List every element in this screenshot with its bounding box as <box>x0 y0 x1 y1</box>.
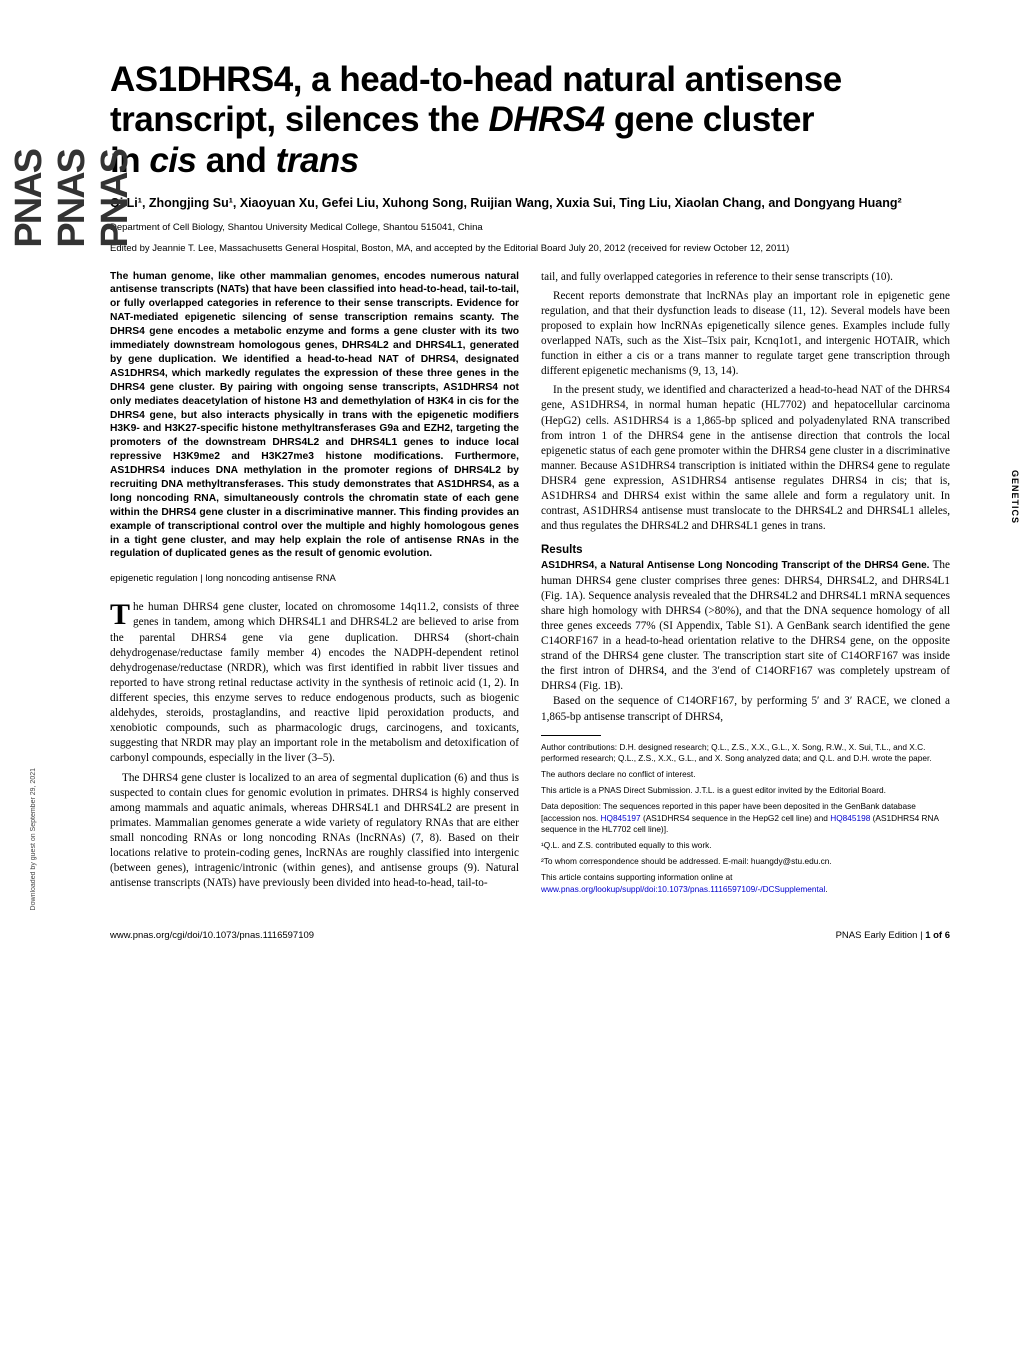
footer-page-number: PNAS Early Edition | 1 of 6 <box>836 930 950 941</box>
footnote-editor: This article is a PNAS Direct Submission… <box>541 785 950 796</box>
footnote-author-contrib: Author contributions: D.H. designed rese… <box>541 742 950 764</box>
article-title: AS1DHRS4, a head-to-head natural antisen… <box>110 60 950 181</box>
footnote-divider <box>541 735 601 736</box>
pnas-logo-sidebar: PNAS PNAS PNAS <box>8 120 137 248</box>
keywords: epigenetic regulation | long noncoding a… <box>110 573 519 584</box>
footnote-correspondence: ²To whom correspondence should be addres… <box>541 856 950 867</box>
affiliation: Department of Cell Biology, Shantou Univ… <box>110 222 950 233</box>
left-column: The human genome, like other mammalian g… <box>110 270 519 900</box>
editor-note: Edited by Jeannie T. Lee, Massachusetts … <box>110 243 950 255</box>
download-footnote: Downloaded by guest on September 29, 202… <box>30 768 37 910</box>
footnote-data-deposition: Data deposition: The sequences reported … <box>541 801 950 835</box>
footnote-conflict: The authors declare no conflict of inter… <box>541 769 950 780</box>
body-paragraph: The DHRS4 gene cluster is localized to a… <box>110 771 519 892</box>
si-link[interactable]: www.pnas.org/lookup/suppl/doi:10.1073/pn… <box>541 884 825 894</box>
author-list: Qi Li¹, Zhongjing Su¹, Xiaoyuan Xu, Gefe… <box>110 195 950 213</box>
page-footer: www.pnas.org/cgi/doi/10.1073/pnas.111659… <box>110 924 950 941</box>
abstract: The human genome, like other mammalian g… <box>110 270 519 562</box>
body-paragraph: The human DHRS4 gene cluster, located on… <box>110 600 519 766</box>
body-paragraph: Based on the sequence of C14ORF167, by p… <box>541 694 950 724</box>
footnote-equal-contrib: ¹Q.L. and Z.S. contributed equally to th… <box>541 840 950 851</box>
section-heading-results: Results <box>541 544 950 556</box>
body-paragraph: In the present study, we identified and … <box>541 383 950 534</box>
accession-link[interactable]: HQ845197 <box>601 813 641 823</box>
body-paragraph: AS1DHRS4, a Natural Antisense Long Nonco… <box>541 558 950 694</box>
right-column: tail, and fully overlapped categories in… <box>541 270 950 900</box>
accession-link[interactable]: HQ845198 <box>830 813 870 823</box>
footnote-supporting-info: This article contains supporting informa… <box>541 872 950 894</box>
footer-doi: www.pnas.org/cgi/doi/10.1073/pnas.111659… <box>110 930 314 941</box>
body-paragraph: tail, and fully overlapped categories in… <box>541 270 950 285</box>
body-paragraph: Recent reports demonstrate that lncRNAs … <box>541 289 950 380</box>
subsection-heading: AS1DHRS4, a Natural Antisense Long Nonco… <box>541 560 929 571</box>
section-tab: GENETICS <box>1010 470 1020 524</box>
